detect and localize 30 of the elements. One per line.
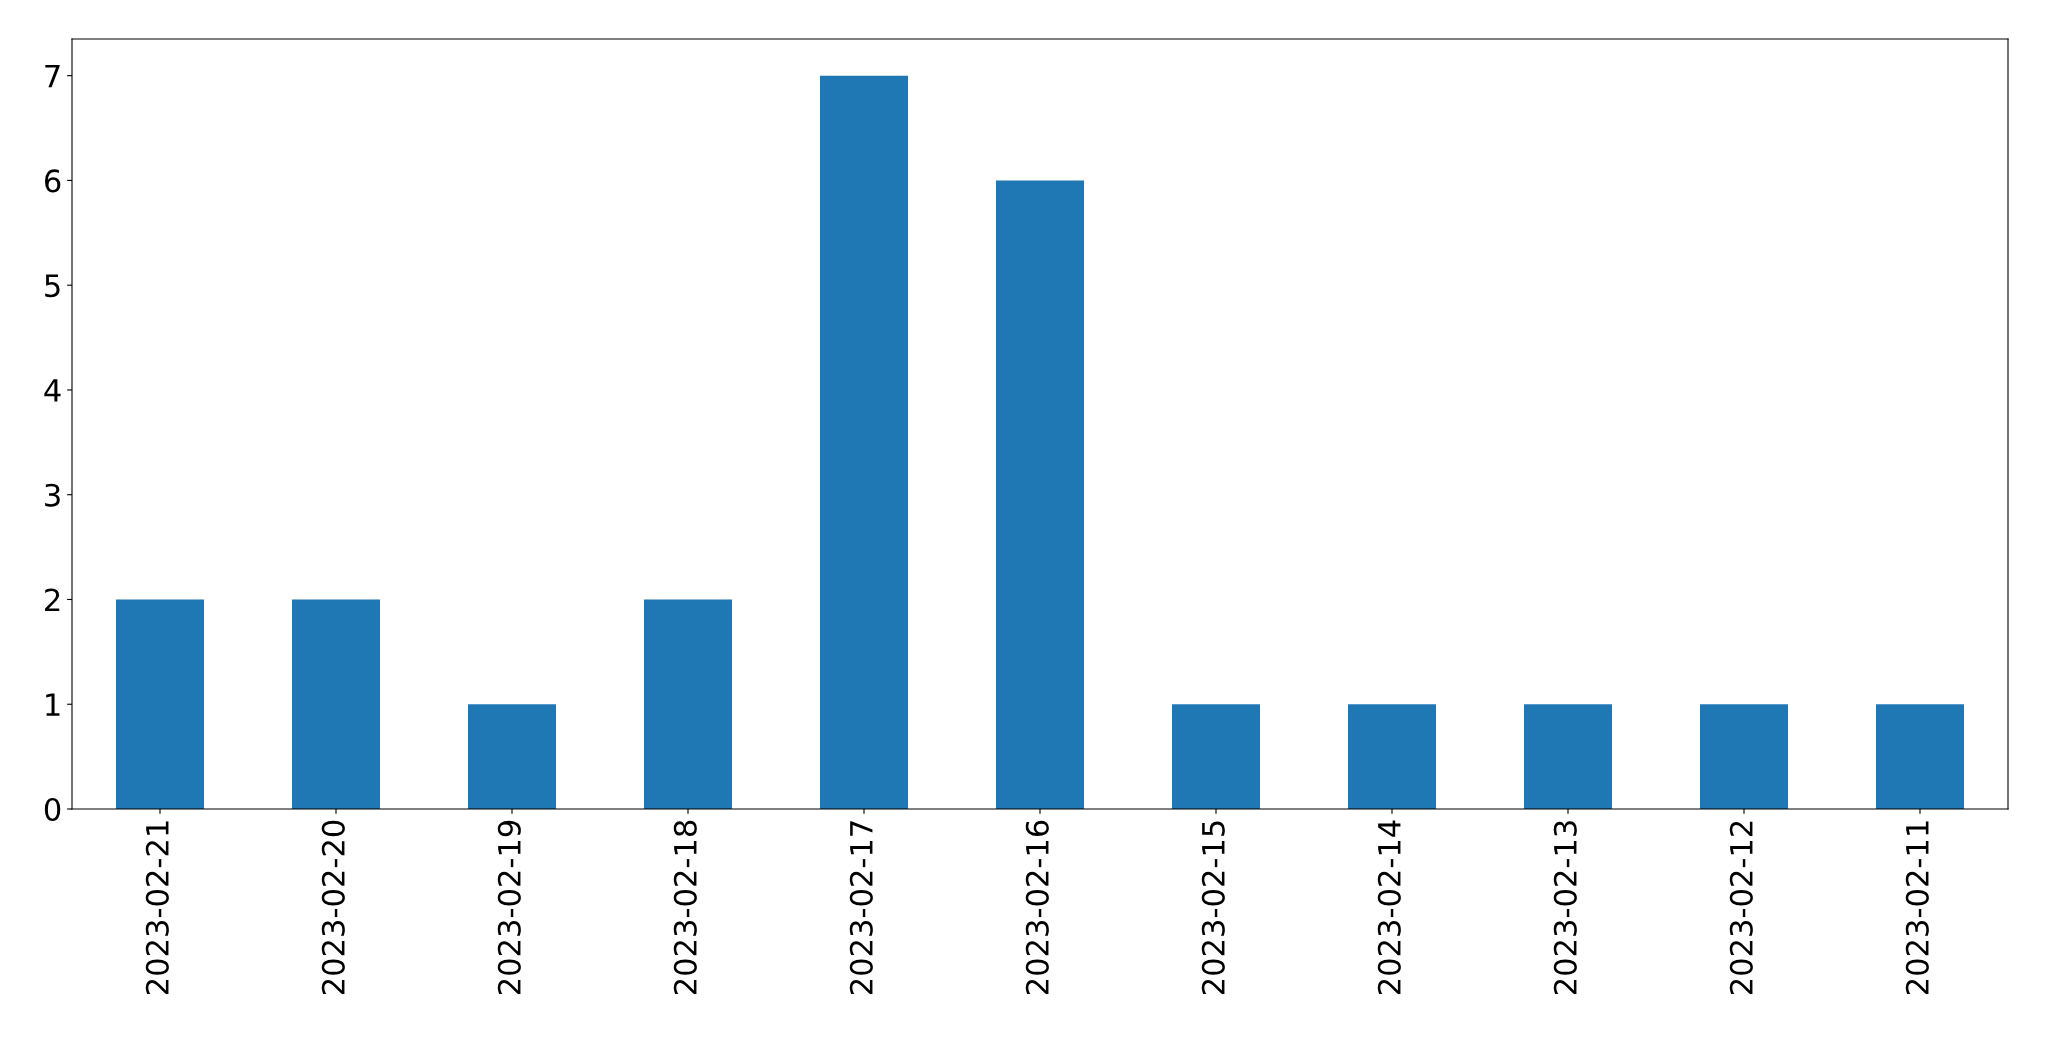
y-tick-label: 4 <box>44 379 61 402</box>
x-tick-label: 2023-02-15 <box>1201 821 1225 995</box>
x-tick-label: 2023-02-13 <box>1553 821 1577 995</box>
bar <box>116 599 204 809</box>
y-tick-label: 2 <box>45 588 60 612</box>
y-tick-label: 6 <box>44 169 61 193</box>
x-tick-label: 2023-02-21 <box>145 821 169 995</box>
x-tick-label: 2023-02-18 <box>673 820 697 995</box>
x-tick-label: 2023-02-19 <box>497 820 521 995</box>
y-tick-label: 3 <box>45 483 60 507</box>
x-tick-label: 2023-02-20 <box>321 820 345 995</box>
bar <box>1700 704 1788 809</box>
y-tick-label: 0 <box>44 797 61 822</box>
bar <box>820 75 908 809</box>
x-tick-label: 2023-02-12 <box>1729 821 1753 995</box>
bar <box>1524 704 1612 809</box>
bar <box>468 704 556 809</box>
bar <box>292 599 380 809</box>
bar <box>996 180 1084 809</box>
bar <box>644 599 732 809</box>
y-tick-label: 1 <box>46 693 60 716</box>
x-tick-label: 2023-02-16 <box>1025 820 1049 995</box>
x-tick-label: 2023-02-17 <box>849 821 873 995</box>
x-tick-label: 2023-02-14 <box>1377 820 1401 995</box>
bar <box>1172 704 1260 809</box>
bar <box>1348 704 1436 809</box>
bar <box>1876 704 1964 809</box>
y-tick-label: 7 <box>45 65 60 88</box>
x-tick-label: 2023-02-11 <box>1905 821 1929 995</box>
y-tick-label: 5 <box>45 274 60 298</box>
